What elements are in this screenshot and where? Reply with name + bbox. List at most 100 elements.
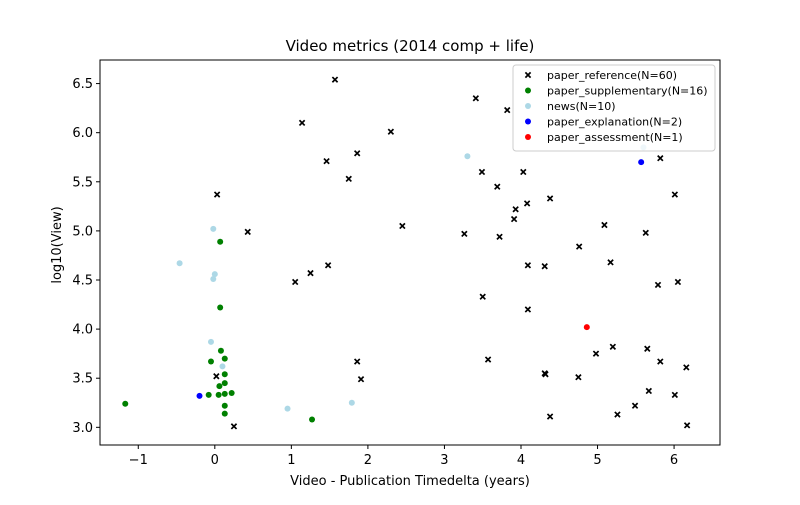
data-point <box>671 191 679 198</box>
data-point <box>520 168 527 176</box>
data-point <box>674 278 682 286</box>
data-point <box>221 390 228 397</box>
data-point <box>221 371 228 378</box>
data-point <box>205 391 212 398</box>
data-point <box>504 106 511 114</box>
data-point <box>592 350 600 357</box>
data-point <box>464 153 471 160</box>
data-point <box>284 405 291 412</box>
legend-entry: paper_supplementary(N=16) <box>547 85 708 98</box>
data-point <box>348 399 355 406</box>
data-point <box>217 238 224 245</box>
data-point <box>387 128 395 135</box>
data-point <box>230 423 238 430</box>
data-point <box>642 229 649 237</box>
y-tick-label: 6.5 <box>72 77 93 92</box>
data-point <box>479 293 486 300</box>
data-point <box>353 358 361 365</box>
data-point <box>207 358 214 365</box>
data-point <box>657 155 664 162</box>
legend-entry: paper_explanation(N=2) <box>547 116 682 129</box>
y-tick-label: 6.0 <box>72 126 93 141</box>
data-point <box>496 233 503 240</box>
legend-entry: paper_assessment(N=1) <box>547 131 683 144</box>
data-point <box>216 383 223 390</box>
data-point <box>644 345 651 352</box>
legend-marker <box>525 87 531 94</box>
data-point <box>546 413 554 420</box>
data-point <box>638 159 645 166</box>
data-point <box>575 374 582 381</box>
plot-frame <box>99 59 721 446</box>
data-point <box>461 230 468 238</box>
data-point <box>345 175 352 183</box>
data-point <box>323 157 330 165</box>
legend-entry: paper_reference(N=60) <box>547 69 677 82</box>
legend-marker <box>525 103 531 109</box>
x-tick-label: 5 <box>593 453 601 468</box>
legend-box <box>512 64 716 152</box>
data-point <box>221 380 228 387</box>
legend-marker <box>525 118 531 125</box>
data-point <box>219 363 226 370</box>
y-tick-label: 3.0 <box>72 421 93 436</box>
data-point <box>542 371 549 378</box>
y-tick-label: 3.5 <box>72 372 93 387</box>
data-point <box>609 343 617 350</box>
data-point <box>324 262 332 269</box>
data-point <box>399 222 406 230</box>
data-point <box>541 263 548 270</box>
data-point <box>478 168 486 176</box>
x-axis-ticks: −1 0 1 2 3 4 5 6 <box>129 445 678 468</box>
data-point <box>215 391 222 398</box>
y-axis-ticks: 3.0 3.5 4.0 4.5 5.0 5.5 6.0 6.5 <box>72 77 100 436</box>
data-point <box>211 271 218 278</box>
data-point <box>472 95 480 102</box>
data-point <box>683 422 691 429</box>
data-point <box>298 119 306 127</box>
x-tick-label: 4 <box>517 453 525 468</box>
data-point <box>217 347 224 354</box>
x-tick-label: 2 <box>364 453 372 468</box>
y-tick-label: 5.5 <box>72 175 93 190</box>
data-point <box>654 281 662 289</box>
data-point <box>122 400 129 407</box>
data-point <box>207 338 214 345</box>
x-tick-label: 1 <box>287 453 295 468</box>
data-point <box>213 373 220 380</box>
legend-entry: news(N=10) <box>547 100 616 113</box>
series-3-points <box>196 159 645 399</box>
data-point <box>524 262 532 269</box>
plot-marks <box>122 76 691 430</box>
data-point <box>523 200 531 207</box>
x-axis-label: Video - Publication Timedelta (years) <box>290 474 530 489</box>
data-point <box>614 411 621 418</box>
data-point <box>221 355 228 362</box>
data-point <box>484 356 492 363</box>
data-point <box>631 402 639 409</box>
data-point <box>213 191 221 198</box>
y-tick-label: 4.0 <box>72 323 93 338</box>
data-point <box>494 183 501 190</box>
data-point <box>683 364 690 371</box>
data-point <box>210 225 217 232</box>
y-axis-label: log10(View) <box>50 206 65 283</box>
chart-title: Video metrics (2014 comp + life) <box>286 37 535 55</box>
data-point <box>291 278 299 286</box>
series-2-points <box>176 144 647 412</box>
y-tick-label: 5.0 <box>72 224 93 239</box>
data-point <box>309 416 316 423</box>
data-point <box>575 243 583 250</box>
data-point <box>510 215 518 223</box>
legend-marker <box>524 71 532 79</box>
data-point <box>512 206 519 213</box>
data-point <box>607 259 614 266</box>
data-point <box>228 389 235 396</box>
data-point <box>601 221 608 229</box>
data-point <box>357 375 365 383</box>
data-point <box>196 392 203 399</box>
data-point <box>524 306 532 313</box>
data-point <box>671 391 679 399</box>
